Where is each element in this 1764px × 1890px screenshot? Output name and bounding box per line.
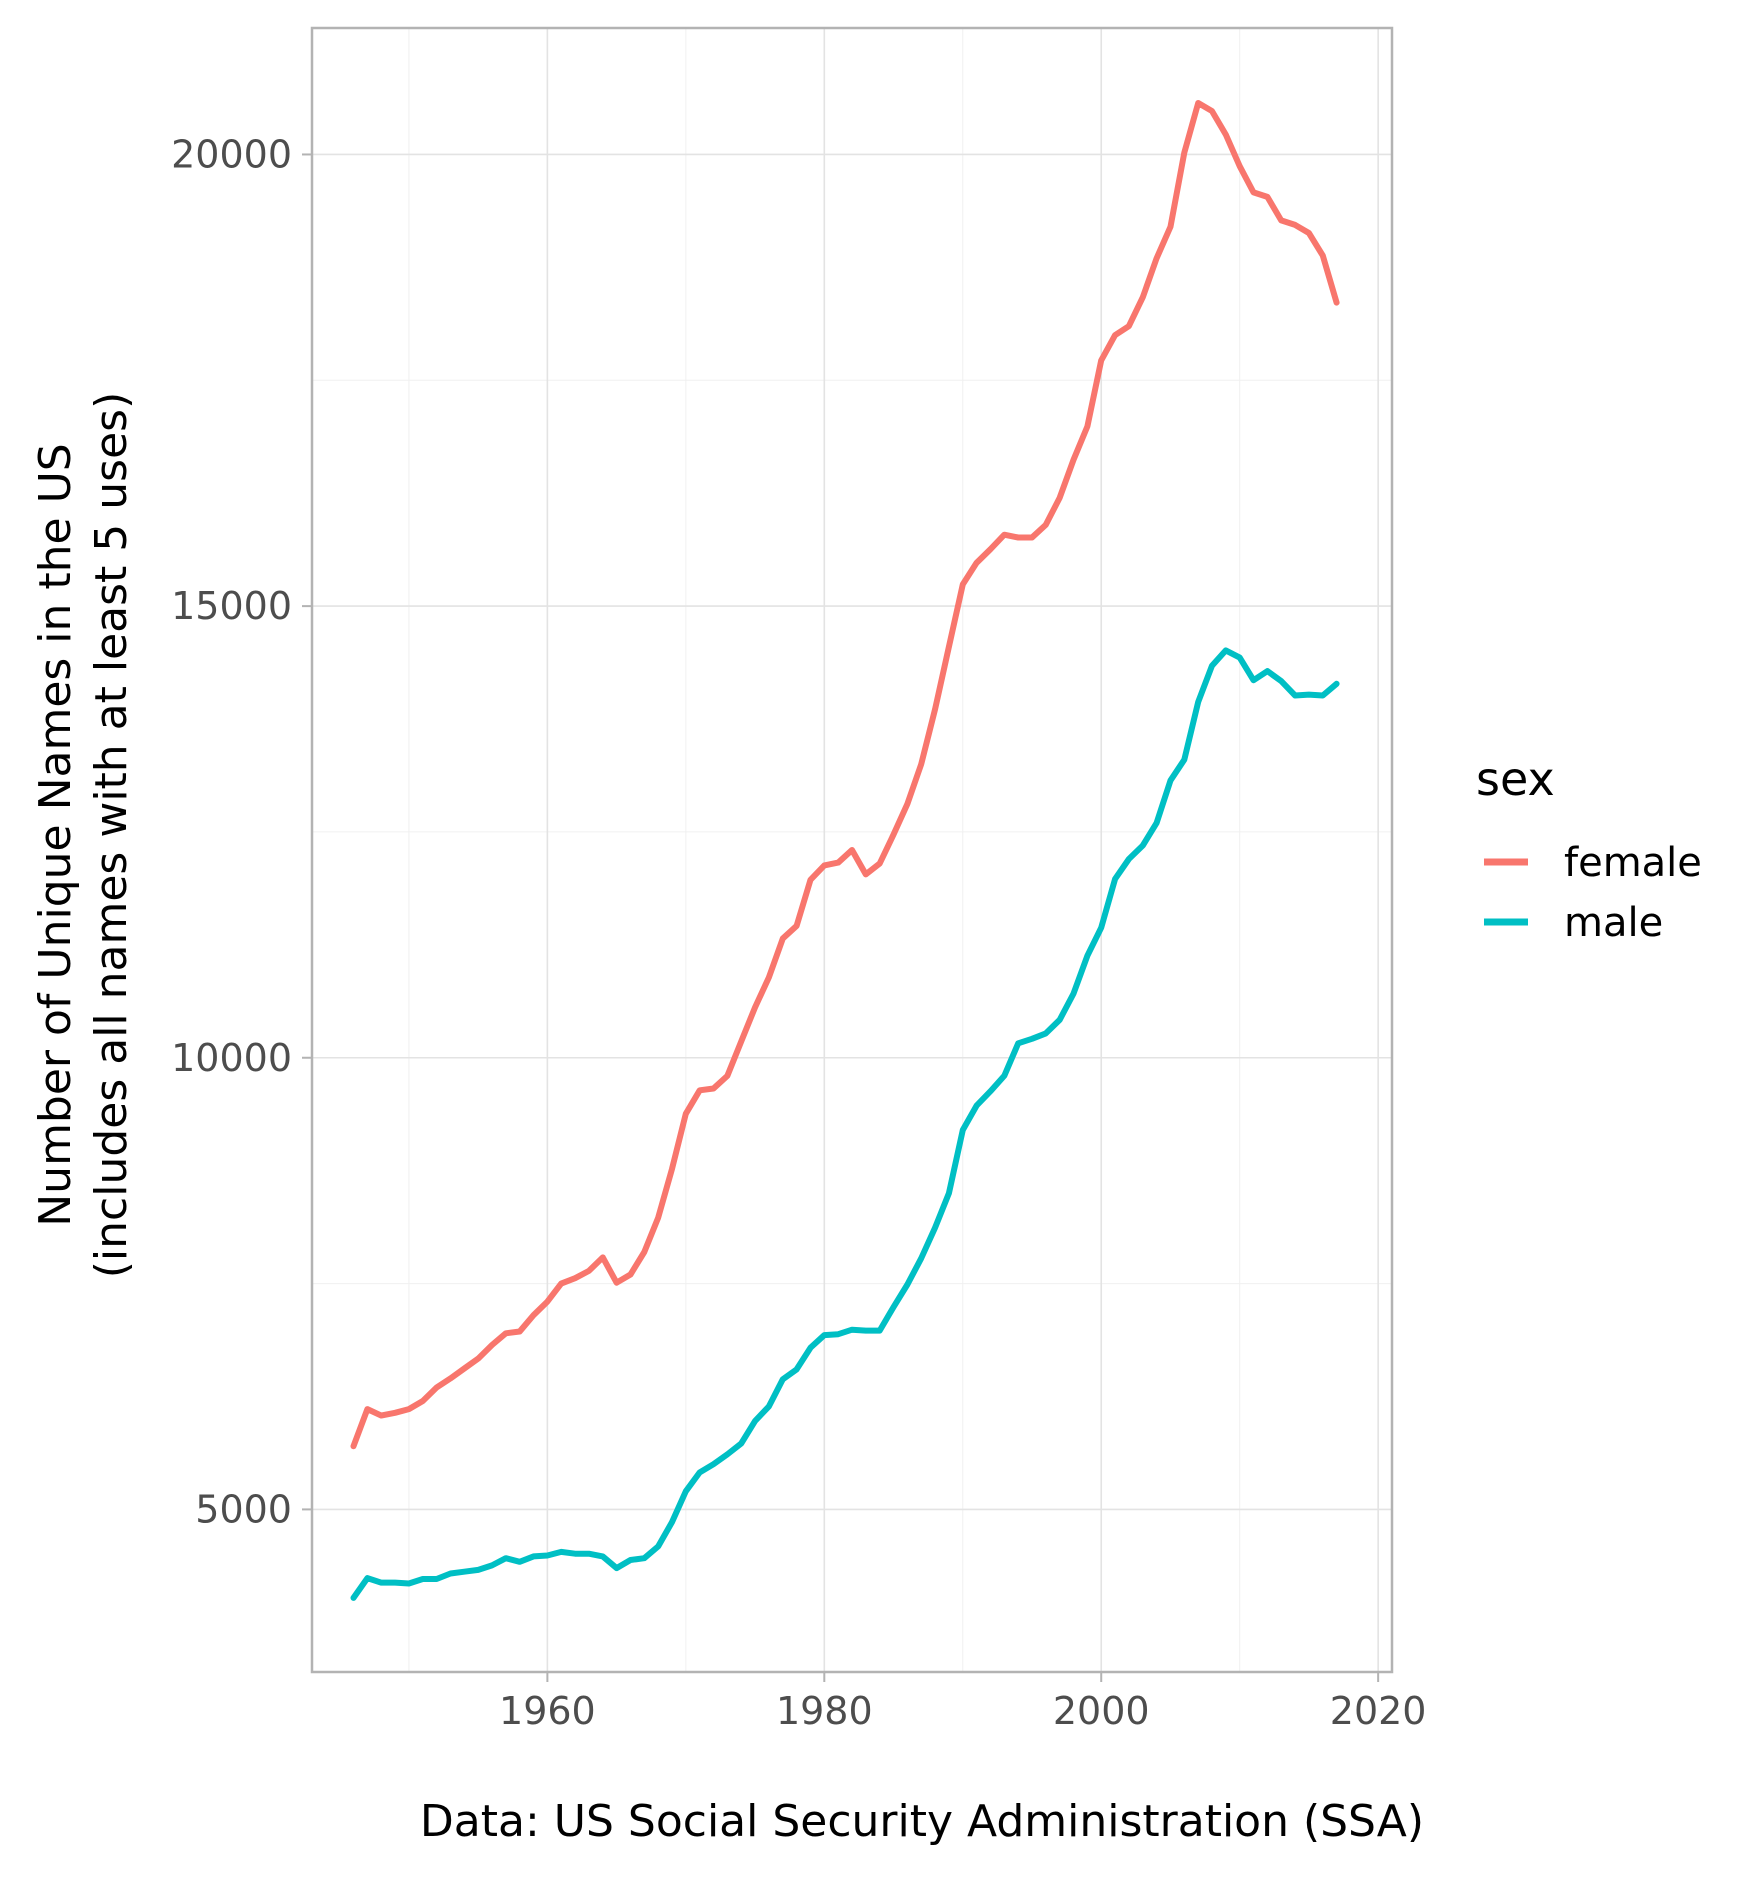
plot-panel-border bbox=[310, 26, 1394, 1674]
y-axis-title-line-2: (includes all names with at least 5 uses… bbox=[86, 392, 137, 1279]
legend-items: female male bbox=[1484, 840, 1702, 946]
legend-title: sex bbox=[1476, 752, 1555, 806]
legend-label-female: female bbox=[1564, 840, 1702, 886]
major-gridlines bbox=[312, 28, 1392, 1672]
series-lines bbox=[350, 100, 1340, 1601]
y-axis-ticks: 5000 10000 15000 20000 bbox=[171, 132, 312, 1531]
y-tick-label: 10000 bbox=[171, 1036, 292, 1080]
x-tick-label: 2020 bbox=[1330, 1689, 1427, 1733]
y-axis-title-line-1: Number of Unique Names in the US bbox=[30, 443, 81, 1226]
legend: sex female male bbox=[1476, 752, 1702, 946]
legend-label-male: male bbox=[1564, 900, 1663, 946]
x-axis-ticks: 1960 1980 2000 2020 bbox=[499, 1672, 1427, 1733]
x-tick-label: 1960 bbox=[499, 1689, 596, 1733]
series-line-female bbox=[350, 100, 1340, 1450]
y-tick-label: 20000 bbox=[171, 132, 292, 176]
y-axis-title: Number of Unique Names in the US (includ… bbox=[30, 392, 137, 1279]
x-axis-title: Data: US Social Security Administration … bbox=[420, 1796, 1424, 1847]
x-tick-label: 2000 bbox=[1053, 1689, 1150, 1733]
series-line-male bbox=[350, 647, 1340, 1601]
y-tick-label: 5000 bbox=[195, 1487, 292, 1531]
x-tick-label: 1980 bbox=[776, 1689, 873, 1733]
minor-gridlines bbox=[312, 28, 1392, 1672]
y-tick-label: 15000 bbox=[171, 584, 292, 628]
